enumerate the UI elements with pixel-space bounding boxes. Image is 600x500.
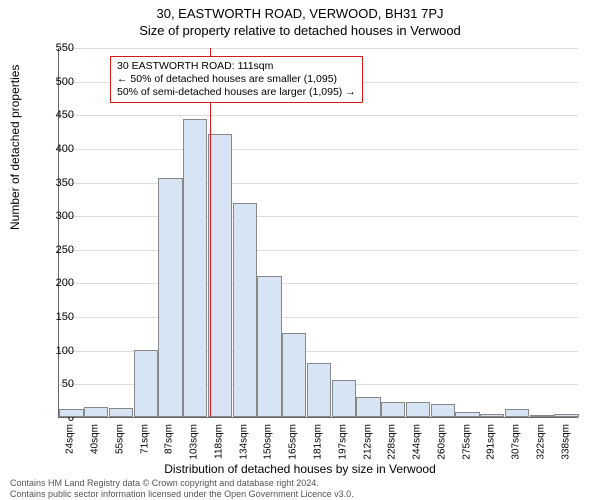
x-tick-label: 291sqm <box>486 424 497 460</box>
footer-attribution: Contains HM Land Registry data © Crown c… <box>10 478 354 499</box>
histogram-bar <box>332 380 356 417</box>
x-tick-label: 197sqm <box>337 424 348 460</box>
histogram-bar <box>158 178 182 417</box>
page-title-sub: Size of property relative to detached ho… <box>0 21 600 38</box>
x-tick-label: 307sqm <box>511 424 522 460</box>
histogram-bar <box>84 407 108 417</box>
x-tick-label: 87sqm <box>164 424 175 454</box>
histogram-bar <box>505 409 529 417</box>
x-tick-label: 165sqm <box>288 424 299 460</box>
histogram-bar <box>530 415 554 417</box>
x-tick-label: 24sqm <box>65 424 76 454</box>
x-axis-label: Distribution of detached houses by size … <box>0 462 600 476</box>
annotation-line: ← 50% of detached houses are smaller (1,… <box>117 73 356 86</box>
histogram-bar <box>59 409 83 417</box>
x-tick-label: 322sqm <box>535 424 546 460</box>
x-tick-label: 71sqm <box>139 424 150 454</box>
x-tick-label: 244sqm <box>412 424 423 460</box>
histogram-bar <box>233 203 257 417</box>
histogram-bar <box>455 412 479 417</box>
x-tick-label: 338sqm <box>560 424 571 460</box>
x-tick-label: 275sqm <box>461 424 472 460</box>
y-axis-label: Number of detached properties <box>8 65 22 230</box>
x-tick-label: 118sqm <box>213 424 224 459</box>
histogram-bar <box>554 414 578 417</box>
x-tick-label: 150sqm <box>263 424 274 460</box>
annotation-box: 30 EASTWORTH ROAD: 111sqm← 50% of detach… <box>110 56 363 103</box>
histogram-bar <box>431 404 455 417</box>
histogram-bar <box>381 402 405 417</box>
annotation-line: 30 EASTWORTH ROAD: 111sqm <box>117 60 356 73</box>
x-tick-label: 228sqm <box>387 424 398 460</box>
histogram-bar <box>356 397 380 417</box>
x-tick-label: 103sqm <box>189 424 200 460</box>
x-tick-label: 55sqm <box>114 424 125 454</box>
footer-line2: Contains public sector information licen… <box>10 489 354 499</box>
footer-line1: Contains HM Land Registry data © Crown c… <box>10 478 354 488</box>
x-tick-label: 181sqm <box>313 424 324 460</box>
histogram-bar <box>282 333 306 417</box>
histogram-bar <box>307 363 331 417</box>
x-tick-label: 134sqm <box>238 424 249 460</box>
histogram-chart <box>58 48 578 418</box>
annotation-line: 50% of semi-detached houses are larger (… <box>117 86 356 99</box>
x-tick-label: 260sqm <box>436 424 447 460</box>
histogram-bar <box>183 119 207 417</box>
histogram-bar <box>257 276 281 417</box>
histogram-bar <box>208 134 232 417</box>
histogram-bar <box>406 402 430 417</box>
histogram-bar <box>134 350 158 417</box>
histogram-bar <box>480 414 504 417</box>
x-tick-label: 212sqm <box>362 424 373 460</box>
x-tick-label: 40sqm <box>90 424 101 454</box>
histogram-bar <box>109 408 133 417</box>
page-title-address: 30, EASTWORTH ROAD, VERWOOD, BH31 7PJ <box>0 0 600 21</box>
